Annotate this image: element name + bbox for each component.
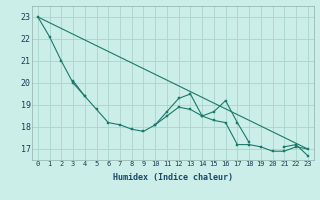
X-axis label: Humidex (Indice chaleur): Humidex (Indice chaleur) <box>113 173 233 182</box>
